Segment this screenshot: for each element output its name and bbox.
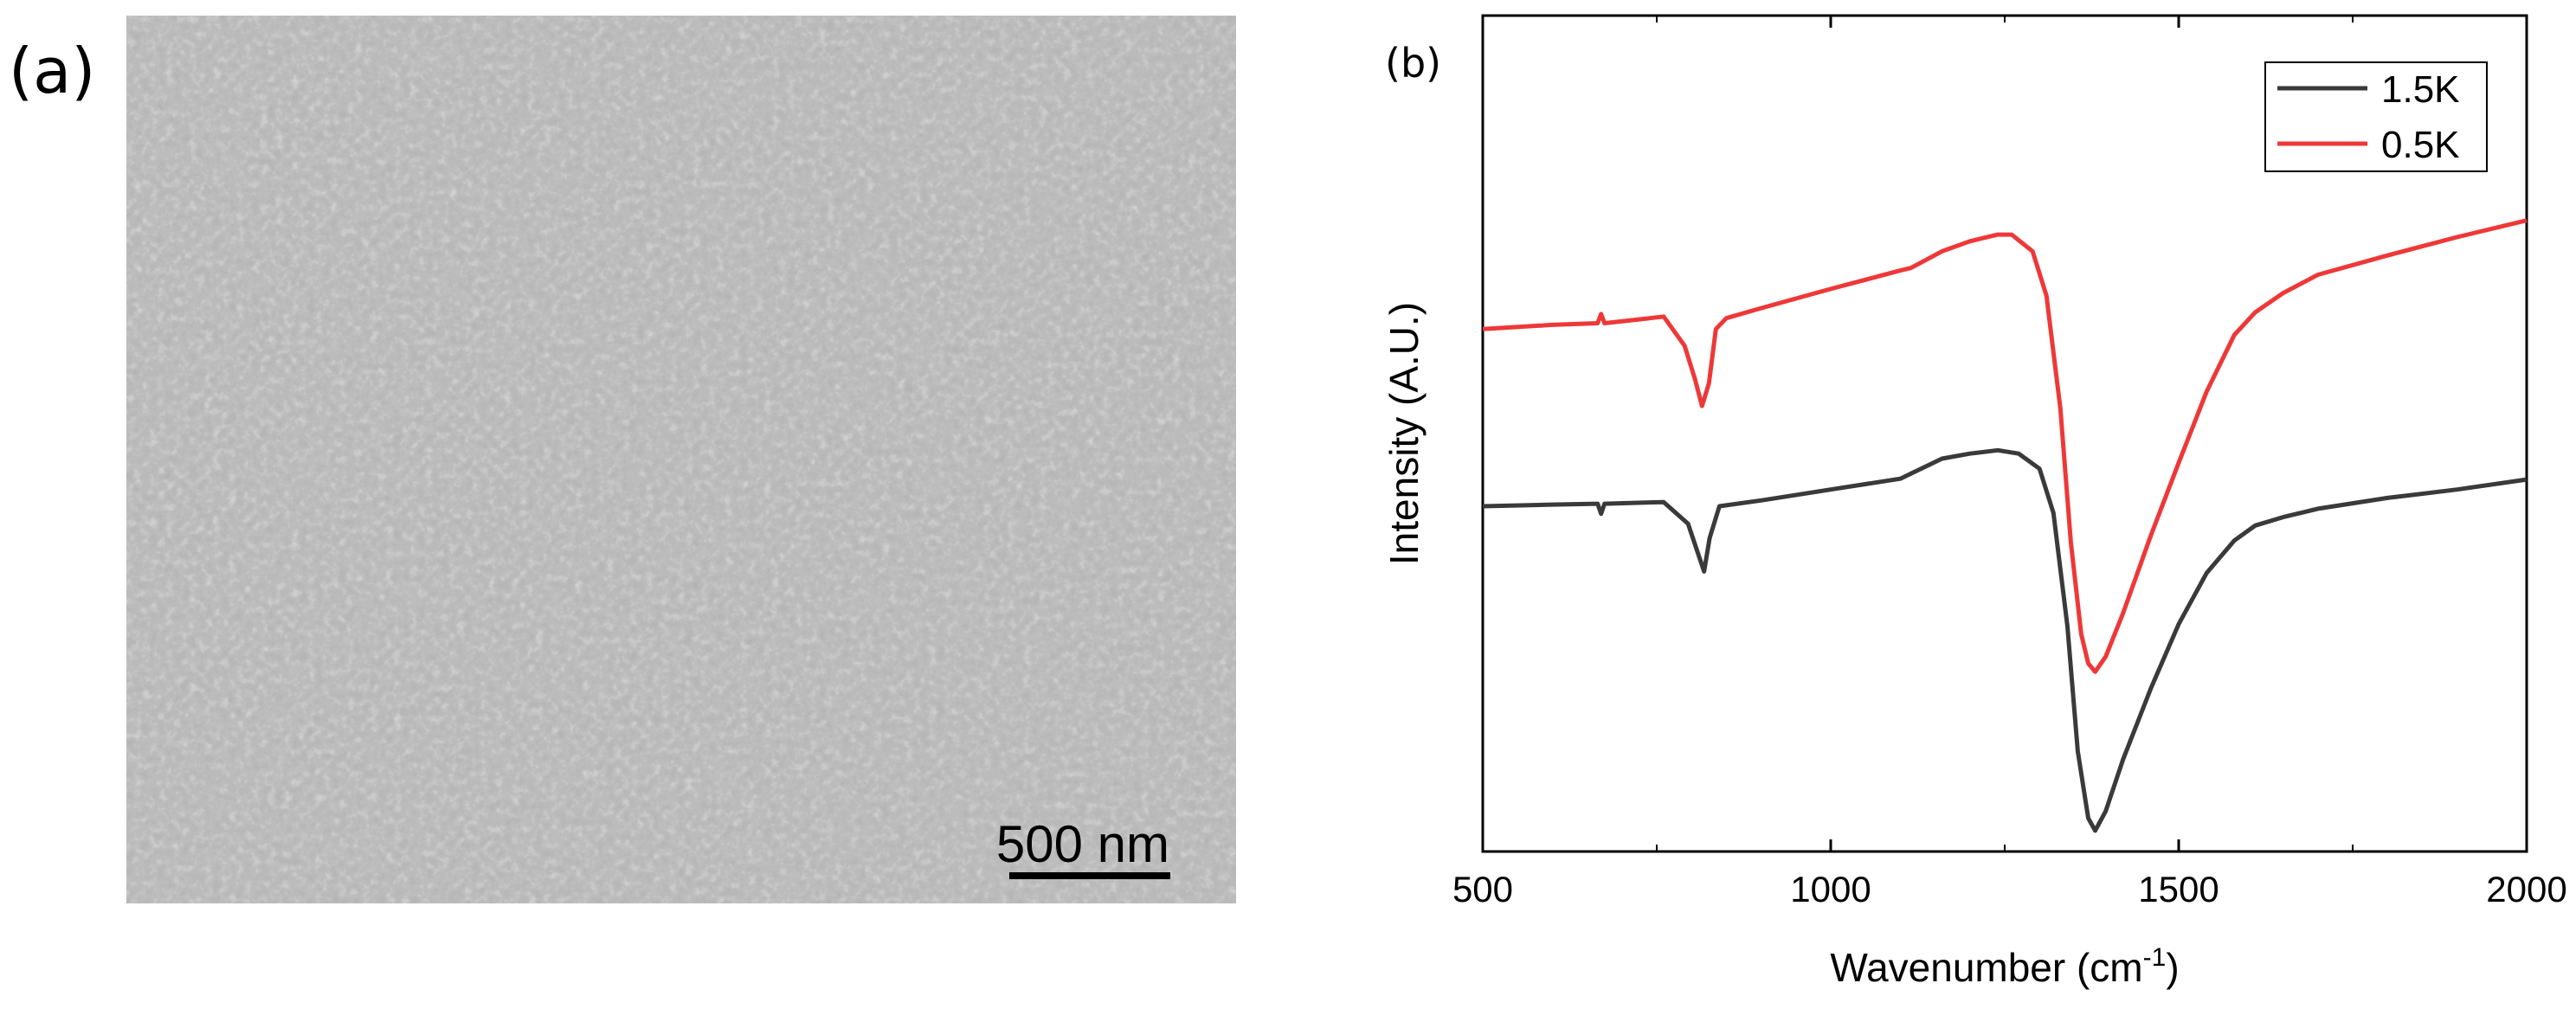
- x-axis-label-main: Wavenumber (cm: [1830, 945, 2142, 990]
- series-line-0-5k: [1482, 218, 2528, 674]
- x-tick-label: 1500: [2138, 869, 2219, 909]
- plot-frame: [1481, 14, 2528, 853]
- sem-micrograph: 500 nm: [126, 16, 1236, 903]
- x-tick-label: 1000: [1790, 869, 1871, 909]
- y-axis-label: Intensity (A.U.): [1381, 302, 1426, 565]
- x-tick-label: 2000: [2486, 869, 2566, 909]
- scale-bar: [1009, 872, 1170, 879]
- series-line-1-5k: [1482, 447, 2528, 833]
- x-axis-label-superscript: -1: [2143, 943, 2167, 972]
- series-lines: [1482, 218, 2528, 833]
- legend: 1.5K 0.5K: [2264, 61, 2488, 172]
- sem-texture: [126, 16, 1236, 903]
- legend-label: 0.5K: [2381, 124, 2460, 166]
- x-tick-label: 500: [1452, 869, 1513, 909]
- scale-bar-label: 500 nm: [996, 815, 1169, 873]
- legend-label: 1.5K: [2381, 68, 2460, 111]
- axes: 500 1000 1500 2000: [1452, 14, 2567, 909]
- panel-a-label: (a): [9, 35, 96, 107]
- panel-b-label: (b): [1385, 40, 1442, 87]
- legend-box: [2264, 61, 2488, 172]
- x-axis-label: Wavenumber (cm-1): [1830, 943, 2179, 990]
- x-axis-label-suffix: ): [2166, 945, 2179, 990]
